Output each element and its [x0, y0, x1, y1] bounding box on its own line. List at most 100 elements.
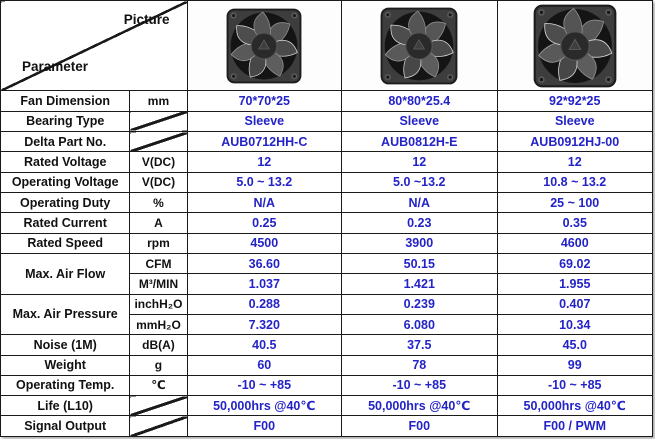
unit-label: M³/MIN — [129, 273, 188, 295]
cell-value: 40.5 — [186, 334, 343, 356]
cell-value: 7.320 — [186, 313, 343, 336]
cell-value: -10 ~ +85 — [341, 374, 498, 397]
param-label: Rated Speed — [0, 232, 131, 254]
unit-label: dB(A) — [129, 334, 188, 356]
cell-value: 5.0 ~13.2 — [341, 171, 498, 194]
cell-value: 92*92*25 — [496, 90, 653, 112]
table-row-delta-part-no: Delta Part No. AUB0712HH-C AUB0812H-E AU… — [0, 131, 653, 153]
picture-header-label: Picture — [123, 12, 170, 27]
cell-value: 69.02 — [496, 252, 653, 275]
corner-header-cell: Picture Parameter — [0, 0, 188, 92]
cell-value: 12 — [186, 151, 343, 173]
picture-row: Picture Parameter — [0, 0, 653, 92]
cell-value: 50.15 — [341, 252, 498, 275]
unit-slash-cell — [129, 415, 188, 437]
param-label: Max. Air Flow — [0, 252, 131, 295]
param-label: Weight — [0, 354, 131, 376]
unit-label: ℃ — [129, 374, 188, 397]
cell-value: 1.421 — [341, 273, 498, 295]
param-label: Rated Voltage — [0, 151, 131, 173]
param-label: Noise (1M) — [0, 334, 131, 356]
unit-label: mm — [129, 90, 188, 112]
table-row-operating-temp: Operating Temp. ℃ -10 ~ +85 -10 ~ +85 -1… — [0, 374, 653, 397]
param-label: Delta Part No. — [0, 131, 131, 153]
param-label: Operating Temp. — [0, 374, 131, 397]
unit-label: % — [129, 191, 188, 214]
cell-value: 0.288 — [186, 293, 343, 315]
cell-value: 0.239 — [341, 293, 498, 315]
cell-value: 0.23 — [341, 212, 498, 234]
cell-value: 70*70*25 — [186, 90, 343, 112]
cell-value: -10 ~ +85 — [496, 374, 653, 397]
parameter-header-label: Parameter — [22, 59, 89, 75]
table-row-rated-speed: Rated Speed rpm 4500 3900 4600 — [0, 232, 653, 254]
cell-value: AUB0812H-E — [341, 131, 498, 153]
cell-value: F00 — [341, 415, 498, 437]
cell-value: 25 ~ 100 — [496, 191, 653, 214]
cell-value: 99 — [496, 354, 653, 376]
cell-value: 50,000hrs @40℃ — [496, 395, 653, 417]
cell-value: 1.037 — [186, 273, 343, 295]
unit-label: mmH₂O — [129, 313, 188, 336]
param-label: Operating Voltage — [0, 171, 131, 194]
table-row-operating-duty: Operating Duty % N/A N/A 25 ~ 100 — [0, 191, 653, 214]
cell-value: F00 / PWM — [496, 415, 653, 437]
cell-value: Sleeve — [186, 110, 343, 133]
cell-value: 5.0 ~ 13.2 — [186, 171, 343, 194]
unit-label: V(DC) — [129, 171, 188, 194]
table-row-rated-current: Rated Current A 0.25 0.23 0.35 — [0, 212, 653, 234]
table-row-life: Life (L10) 50,000hrs @40℃ 50,000hrs @40℃… — [0, 395, 653, 417]
cell-value: 0.25 — [186, 212, 343, 234]
param-label: Fan Dimension — [0, 90, 131, 112]
param-label: Bearing Type — [0, 110, 131, 133]
fan-photo-80mm-icon — [380, 7, 458, 85]
cell-value: 1.955 — [496, 273, 653, 295]
unit-label: inchH₂O — [129, 293, 188, 315]
table-row-bearing-type: Bearing Type Sleeve Sleeve Sleeve — [0, 110, 653, 133]
cell-value: 10.8 ~ 13.2 — [496, 171, 653, 194]
table-row-weight: Weight g 60 78 99 — [0, 354, 653, 376]
cell-value: N/A — [186, 191, 343, 214]
param-label: Operating Duty — [0, 191, 131, 214]
cell-value: -10 ~ +85 — [186, 374, 343, 397]
cell-value: Sleeve — [341, 110, 498, 133]
unit-label: rpm — [129, 232, 188, 254]
param-label: Signal Output — [0, 415, 131, 437]
unit-label: CFM — [129, 252, 188, 275]
cell-value: AUB0912HJ-00 — [496, 131, 653, 153]
cell-value: AUB0712HH-C — [186, 131, 343, 153]
cell-value: 3900 — [341, 232, 498, 254]
cell-value: 10.34 — [496, 313, 653, 336]
cell-value: 4600 — [496, 232, 653, 254]
unit-label: g — [129, 354, 188, 376]
table-row-signal-output: Signal Output F00 F00 F00 / PWM — [0, 415, 653, 437]
unit-slash-cell — [129, 395, 188, 417]
param-label: Max. Air Pressure — [0, 293, 131, 336]
cell-value: 6.080 — [341, 313, 498, 336]
cell-value: Sleeve — [496, 110, 653, 133]
cell-value: 78 — [341, 354, 498, 376]
unit-label: V(DC) — [129, 151, 188, 173]
table-row-max-air-pressure-inch: Max. Air Pressure inchH₂O 0.288 0.239 0.… — [0, 293, 653, 336]
cell-value: 12 — [496, 151, 653, 173]
fan-photo-cell-2 — [341, 0, 498, 92]
cell-value: 37.5 — [341, 334, 498, 356]
table-row-fan-dimension: Fan Dimension mm 70*70*25 80*80*25.4 92*… — [0, 90, 653, 112]
cell-value: 60 — [186, 354, 343, 376]
table-row-noise: Noise (1M) dB(A) 40.5 37.5 45.0 — [0, 334, 653, 356]
unit-slash-cell — [129, 110, 188, 133]
cell-value: 36.60 — [186, 252, 343, 275]
fan-photo-cell-1 — [186, 0, 343, 92]
cell-value: 50,000hrs @40℃ — [341, 395, 498, 417]
fan-photo-cell-3 — [496, 0, 653, 92]
cell-value: 0.407 — [496, 293, 653, 315]
cell-value: 80*80*25.4 — [341, 90, 498, 112]
table-row-rated-voltage: Rated Voltage V(DC) 12 12 12 — [0, 151, 653, 173]
cell-value: 4500 — [186, 232, 343, 254]
cell-value: 0.35 — [496, 212, 653, 234]
cell-value: F00 — [186, 415, 343, 437]
param-label: Life (L10) — [0, 395, 131, 417]
unit-slash-cell — [129, 131, 188, 153]
